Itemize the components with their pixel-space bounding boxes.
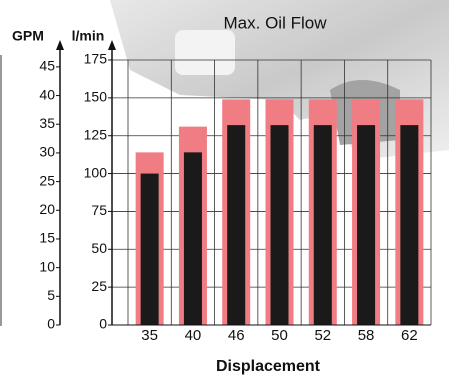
y-tick-label: 125 bbox=[84, 126, 108, 142]
y-tick-label: 175 bbox=[84, 51, 108, 67]
x-tick-label: 46 bbox=[228, 327, 245, 344]
x-tick-label: 40 bbox=[185, 327, 202, 344]
x-tick-label: 35 bbox=[141, 327, 158, 344]
y2-tick-label: 30 bbox=[39, 144, 55, 160]
y2-axis-label: GPM bbox=[12, 28, 44, 44]
y-tick-label: 0 bbox=[99, 316, 107, 332]
bar bbox=[357, 125, 376, 325]
x-tick-label: 62 bbox=[401, 327, 418, 344]
y2-axis-arrow bbox=[56, 40, 64, 50]
y2-tick-label: 20 bbox=[39, 201, 55, 217]
y2-tick-label: 10 bbox=[39, 258, 55, 274]
y2-tick-label: 5 bbox=[47, 287, 55, 303]
y-tick-label: 100 bbox=[84, 164, 108, 180]
bar bbox=[400, 125, 419, 325]
y2-tick-label: 25 bbox=[39, 172, 55, 188]
y-tick-label: 25 bbox=[91, 278, 107, 294]
y2-tick-label: 45 bbox=[39, 58, 55, 74]
bar bbox=[227, 125, 246, 325]
bar bbox=[140, 173, 159, 325]
y-tick-label: 75 bbox=[91, 202, 107, 218]
y-axis-arrow bbox=[108, 40, 116, 50]
chart-title: Max. Oil Flow bbox=[224, 13, 328, 32]
bar bbox=[313, 125, 332, 325]
x-axis-label: Displacement bbox=[216, 358, 321, 375]
y2-tick-label: 15 bbox=[39, 230, 55, 246]
y-axis-label: l/min bbox=[72, 28, 105, 44]
bar bbox=[270, 125, 289, 325]
y-tick-label: 150 bbox=[84, 89, 108, 105]
x-tick-label: 50 bbox=[271, 327, 288, 344]
bar bbox=[183, 152, 202, 325]
y-tick-label: 50 bbox=[91, 240, 107, 256]
y2-tick-label: 0 bbox=[47, 316, 55, 332]
x-tick-label: 52 bbox=[314, 327, 331, 344]
y2-tick-label: 40 bbox=[39, 86, 55, 102]
x-tick-label: 58 bbox=[358, 327, 375, 344]
y2-tick-label: 35 bbox=[39, 115, 55, 131]
